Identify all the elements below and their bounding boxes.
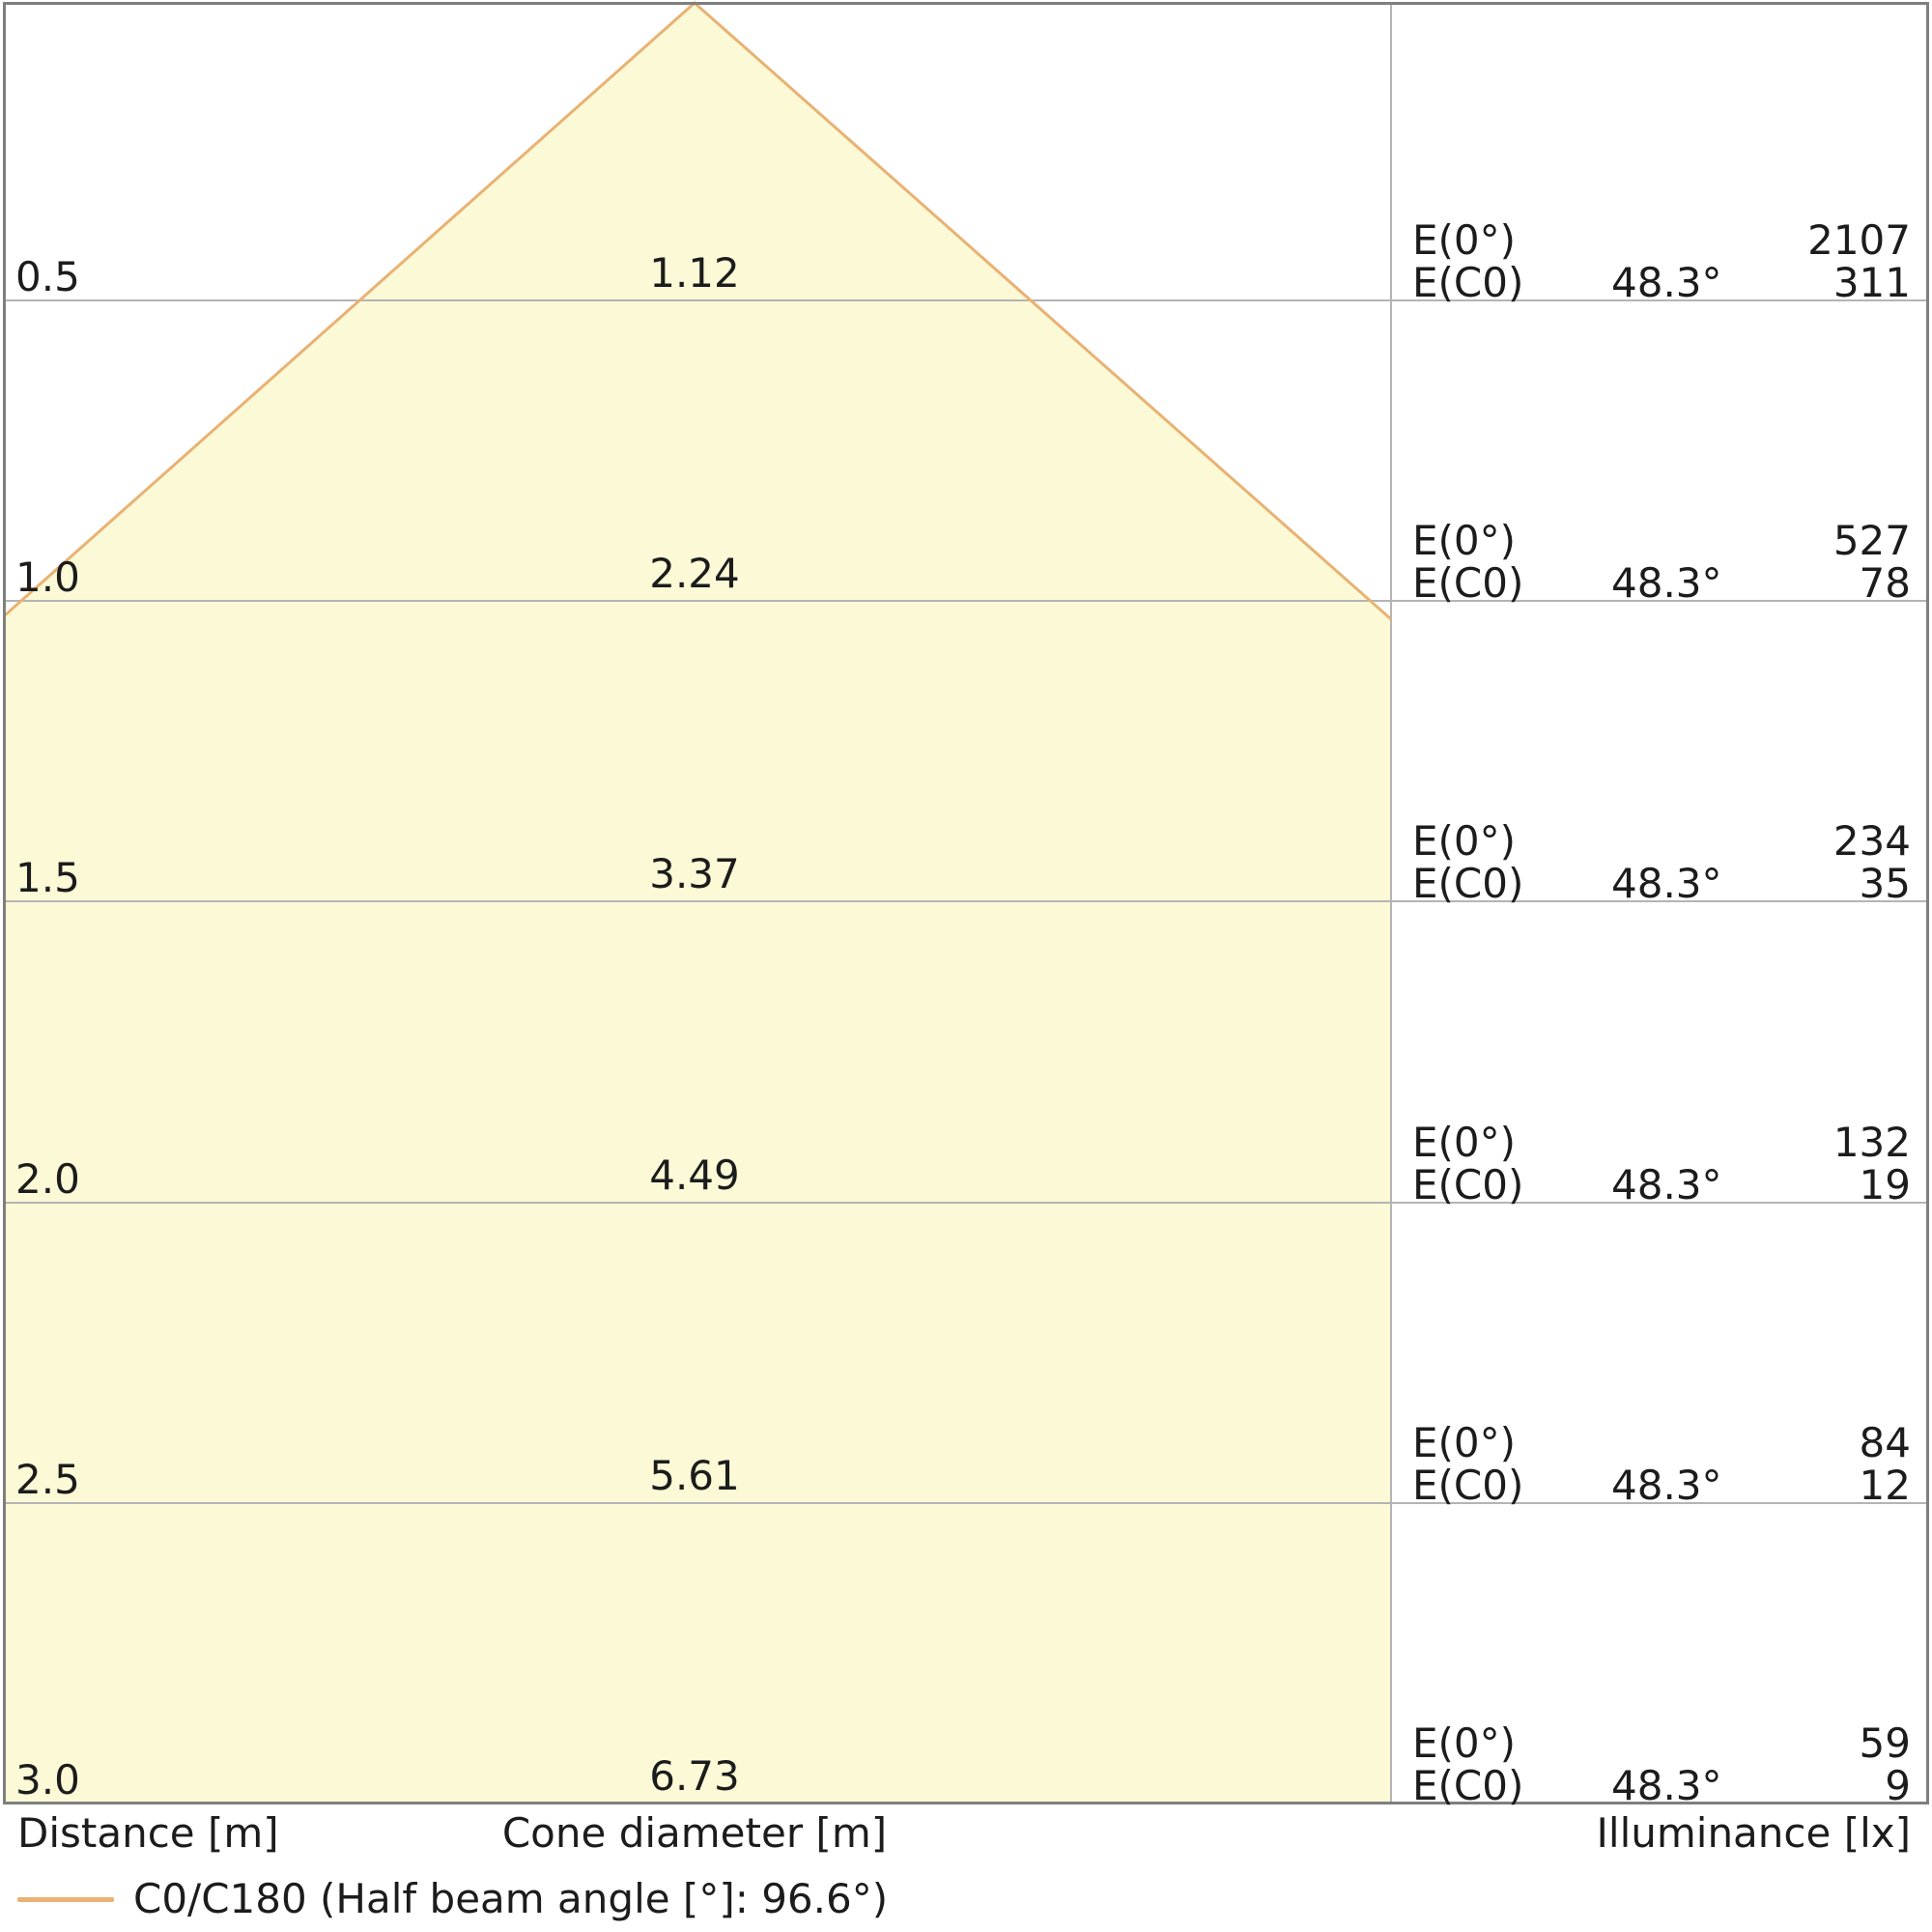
- ec0-value: 78: [1859, 559, 1911, 607]
- e0-label: E(0°): [1412, 517, 1517, 564]
- legend-line-swatch: [17, 1896, 114, 1902]
- cone-diameter-value: 4.49: [649, 1151, 740, 1199]
- e0-value: 2107: [1807, 216, 1911, 264]
- e0-label: E(0°): [1412, 1119, 1517, 1166]
- beam-angle-value: 48.3°: [1611, 559, 1722, 607]
- ec0-label: E(C0): [1412, 1762, 1524, 1809]
- ec0-label: E(C0): [1412, 259, 1524, 306]
- cone-diameter-value: 5.61: [649, 1452, 740, 1499]
- e0-value: 527: [1833, 517, 1911, 564]
- ec0-line: E(C0) 48.3° 35: [1412, 863, 1911, 905]
- distance-tick-label: 2.5: [15, 1456, 80, 1503]
- cone-diameter-value: 2.24: [649, 550, 740, 597]
- illuminance-axis-label: Illuminance [lx]: [1596, 1809, 1911, 1857]
- e0-line: E(0°) 234: [1412, 820, 1911, 863]
- ec0-line: E(C0) 48.3° 311: [1412, 262, 1911, 304]
- cone-diameter-value: 6.73: [649, 1752, 740, 1800]
- distance-tick-label: 1.5: [15, 854, 80, 901]
- e0-label: E(0°): [1412, 1419, 1517, 1466]
- distance-axis-label: Distance [m]: [17, 1809, 279, 1857]
- ec0-value: 9: [1885, 1762, 1911, 1809]
- ec0-value: 12: [1859, 1462, 1911, 1509]
- e0-label: E(0°): [1412, 817, 1517, 865]
- illuminance-row: E(0°) 2107 E(C0) 48.3° 311: [1412, 219, 1911, 304]
- distance-tick-label: 3.0: [15, 1756, 80, 1804]
- ec0-line: E(C0) 48.3° 9: [1412, 1765, 1911, 1807]
- distance-tick-label: 2.0: [15, 1155, 80, 1203]
- legend: C0/C180 (Half beam angle [°]: 96.6°): [17, 1878, 888, 1920]
- chart-border: [3, 2, 1929, 1804]
- distance-tick-label: 1.0: [15, 554, 80, 601]
- ec0-label: E(C0): [1412, 1161, 1524, 1208]
- e0-line: E(0°) 527: [1412, 520, 1911, 562]
- beam-angle-value: 48.3°: [1611, 259, 1722, 306]
- ec0-label: E(C0): [1412, 860, 1524, 907]
- ec0-label: E(C0): [1412, 1462, 1524, 1509]
- e0-label: E(0°): [1412, 216, 1517, 264]
- distance-tick-label: 0.5: [15, 253, 80, 300]
- e0-line: E(0°) 132: [1412, 1122, 1911, 1164]
- illuminance-row: E(0°) 132 E(C0) 48.3° 19: [1412, 1122, 1911, 1207]
- ec0-value: 311: [1833, 259, 1911, 306]
- beam-angle-value: 48.3°: [1611, 1462, 1722, 1509]
- e0-line: E(0°) 59: [1412, 1722, 1911, 1765]
- ec0-value: 35: [1859, 860, 1911, 907]
- e0-value: 234: [1833, 817, 1911, 865]
- illuminance-row: E(0°) 59 E(C0) 48.3° 9: [1412, 1722, 1911, 1807]
- cone-diameter-value: 3.37: [649, 850, 740, 897]
- e0-line: E(0°) 84: [1412, 1422, 1911, 1464]
- beam-angle-value: 48.3°: [1611, 1762, 1722, 1809]
- legend-label: C0/C180 (Half beam angle [°]: 96.6°): [133, 1875, 889, 1922]
- ec0-label: E(C0): [1412, 559, 1524, 607]
- e0-value: 132: [1833, 1119, 1911, 1166]
- ec0-line: E(C0) 48.3° 12: [1412, 1464, 1911, 1507]
- e0-label: E(0°): [1412, 1719, 1517, 1767]
- illuminance-row: E(0°) 234 E(C0) 48.3° 35: [1412, 820, 1911, 905]
- cone-diameter-value: 1.12: [649, 249, 740, 297]
- e0-line: E(0°) 2107: [1412, 219, 1911, 262]
- ec0-line: E(C0) 48.3° 19: [1412, 1164, 1911, 1207]
- cone-diameter-axis-label: Cone diameter [m]: [501, 1809, 888, 1857]
- ec0-value: 19: [1859, 1161, 1911, 1208]
- illuminance-row: E(0°) 84 E(C0) 48.3° 12: [1412, 1422, 1911, 1507]
- e0-value: 84: [1859, 1419, 1911, 1466]
- e0-value: 59: [1859, 1719, 1911, 1767]
- beam-angle-value: 48.3°: [1611, 1161, 1722, 1208]
- ec0-line: E(C0) 48.3° 78: [1412, 562, 1911, 605]
- beam-angle-value: 48.3°: [1611, 860, 1722, 907]
- illuminance-row: E(0°) 527 E(C0) 48.3° 78: [1412, 520, 1911, 605]
